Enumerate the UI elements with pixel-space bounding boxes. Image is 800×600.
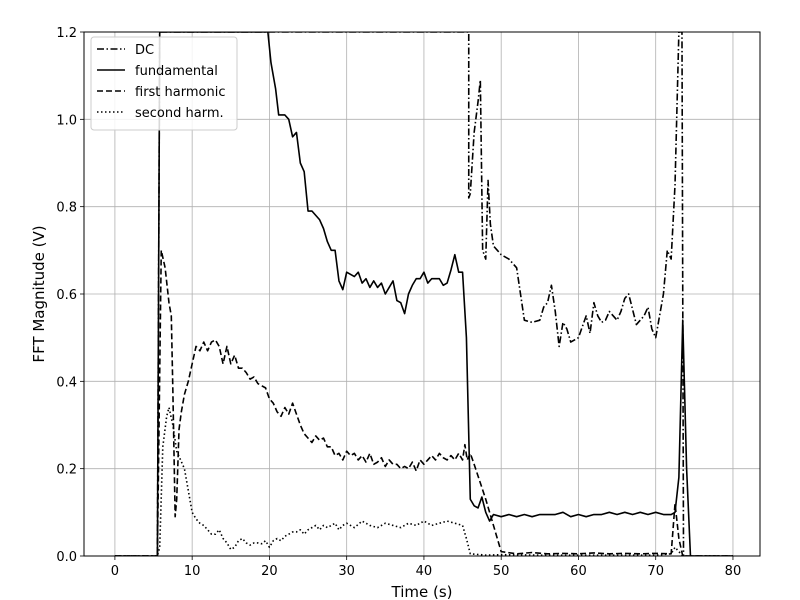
ticks: 0 10 20 30 40 50 60 70 80 0.0 0.2 0.4 0.6 0.8 1.0 1.2 [56,26,741,579]
legend-label-fundamental: fundamental [135,64,218,79]
x-tick-label: 50 [493,564,510,579]
x-tick-label: 60 [570,564,587,579]
x-axis-label: Time (s) [391,583,453,600]
x-tick-label: 40 [416,564,433,579]
series-line-first-harmonic [114,249,733,556]
y-tick-label: 1.2 [56,26,77,41]
x-tick-label: 0 [111,564,119,579]
x-tick-label: 20 [261,564,278,579]
x-tick-label: 10 [184,564,201,579]
y-tick-label: 0.0 [56,550,77,565]
y-tick-label: 0.2 [56,463,77,478]
legend-label-second-harm: second harm. [135,106,224,121]
x-tick-label: 80 [725,564,742,579]
y-tick-label: 0.4 [56,375,77,390]
series-line-dc [114,32,733,556]
series-line-fundamental [114,32,733,556]
y-tick-label: 1.0 [56,113,77,128]
series-line-second-harm [114,406,733,556]
y-axis-label: FFT Magnitude (V) [30,225,48,362]
y-tick-label: 0.6 [56,288,77,303]
legend-label-first-harmonic: first harmonic [135,85,225,100]
x-tick-label: 30 [338,564,355,579]
legend-box [90,36,238,131]
series-layer [114,32,733,556]
legend: DC fundamental first harmonic second harm. [90,36,238,131]
y-tick-label: 0.8 [56,201,77,216]
x-tick-label: 70 [647,564,664,579]
legend-label-dc: DC [135,43,154,58]
